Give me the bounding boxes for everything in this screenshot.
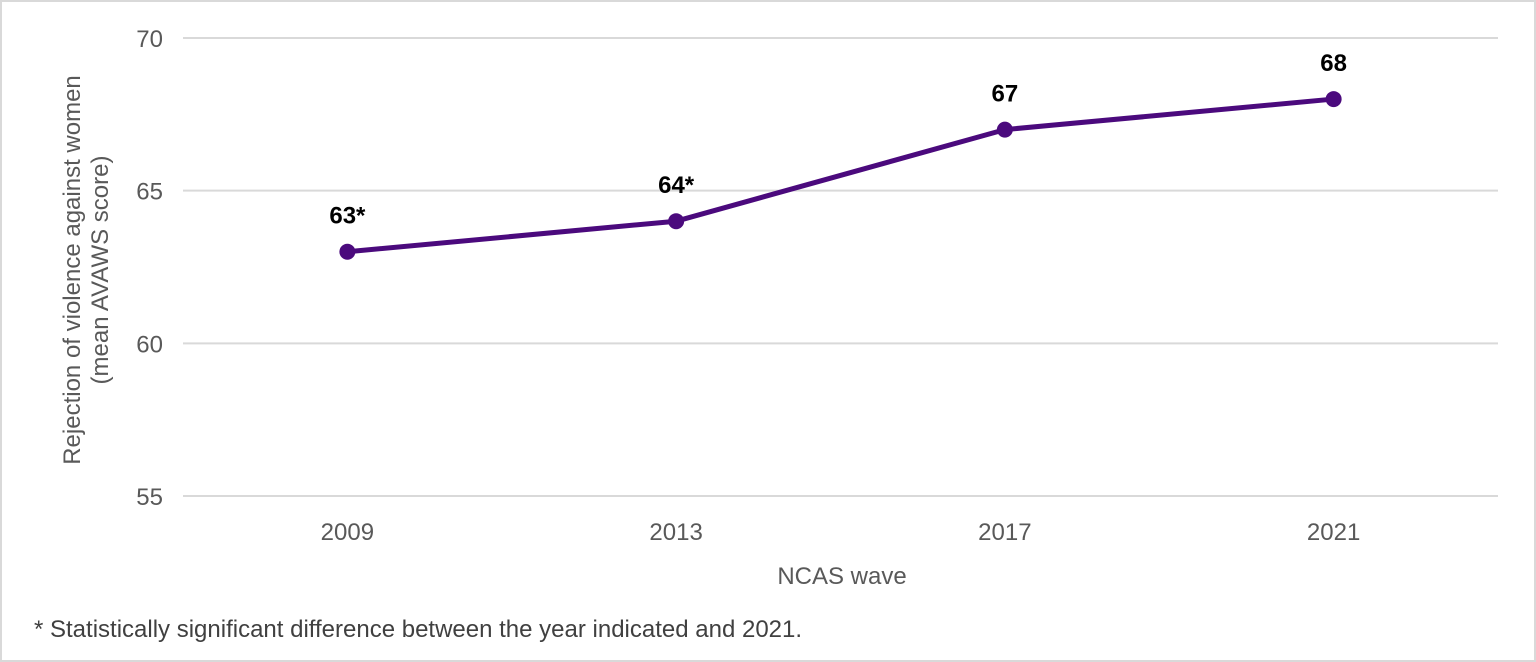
data-label: 63* [329, 203, 366, 230]
data-point [996, 121, 1013, 138]
series-line [347, 96, 1334, 255]
x-axis-title: NCAS wave [777, 563, 906, 590]
data-point [1325, 91, 1342, 108]
x-tick-label: 2017 [978, 519, 1031, 546]
data-point [339, 243, 356, 260]
y-tick-label: 70 [136, 26, 163, 53]
footnote: * Statistically significant difference b… [34, 616, 803, 643]
y-axis-title-line1: Rejection of violence against women [59, 75, 86, 465]
data-label: 64* [658, 172, 695, 199]
x-tick-label: 2021 [1307, 519, 1360, 546]
data-label: 68 [1320, 50, 1347, 77]
y-tick-label: 60 [136, 331, 163, 358]
data-label: 67 [992, 81, 1019, 108]
y-tick-label: 55 [136, 484, 163, 511]
y-axis-title-line2: (mean AVAWS score) [87, 156, 114, 385]
y-tick-label: 65 [136, 179, 163, 206]
x-tick-label: 2013 [649, 519, 702, 546]
data-point [668, 213, 685, 230]
x-tick-label: 2009 [321, 519, 374, 546]
